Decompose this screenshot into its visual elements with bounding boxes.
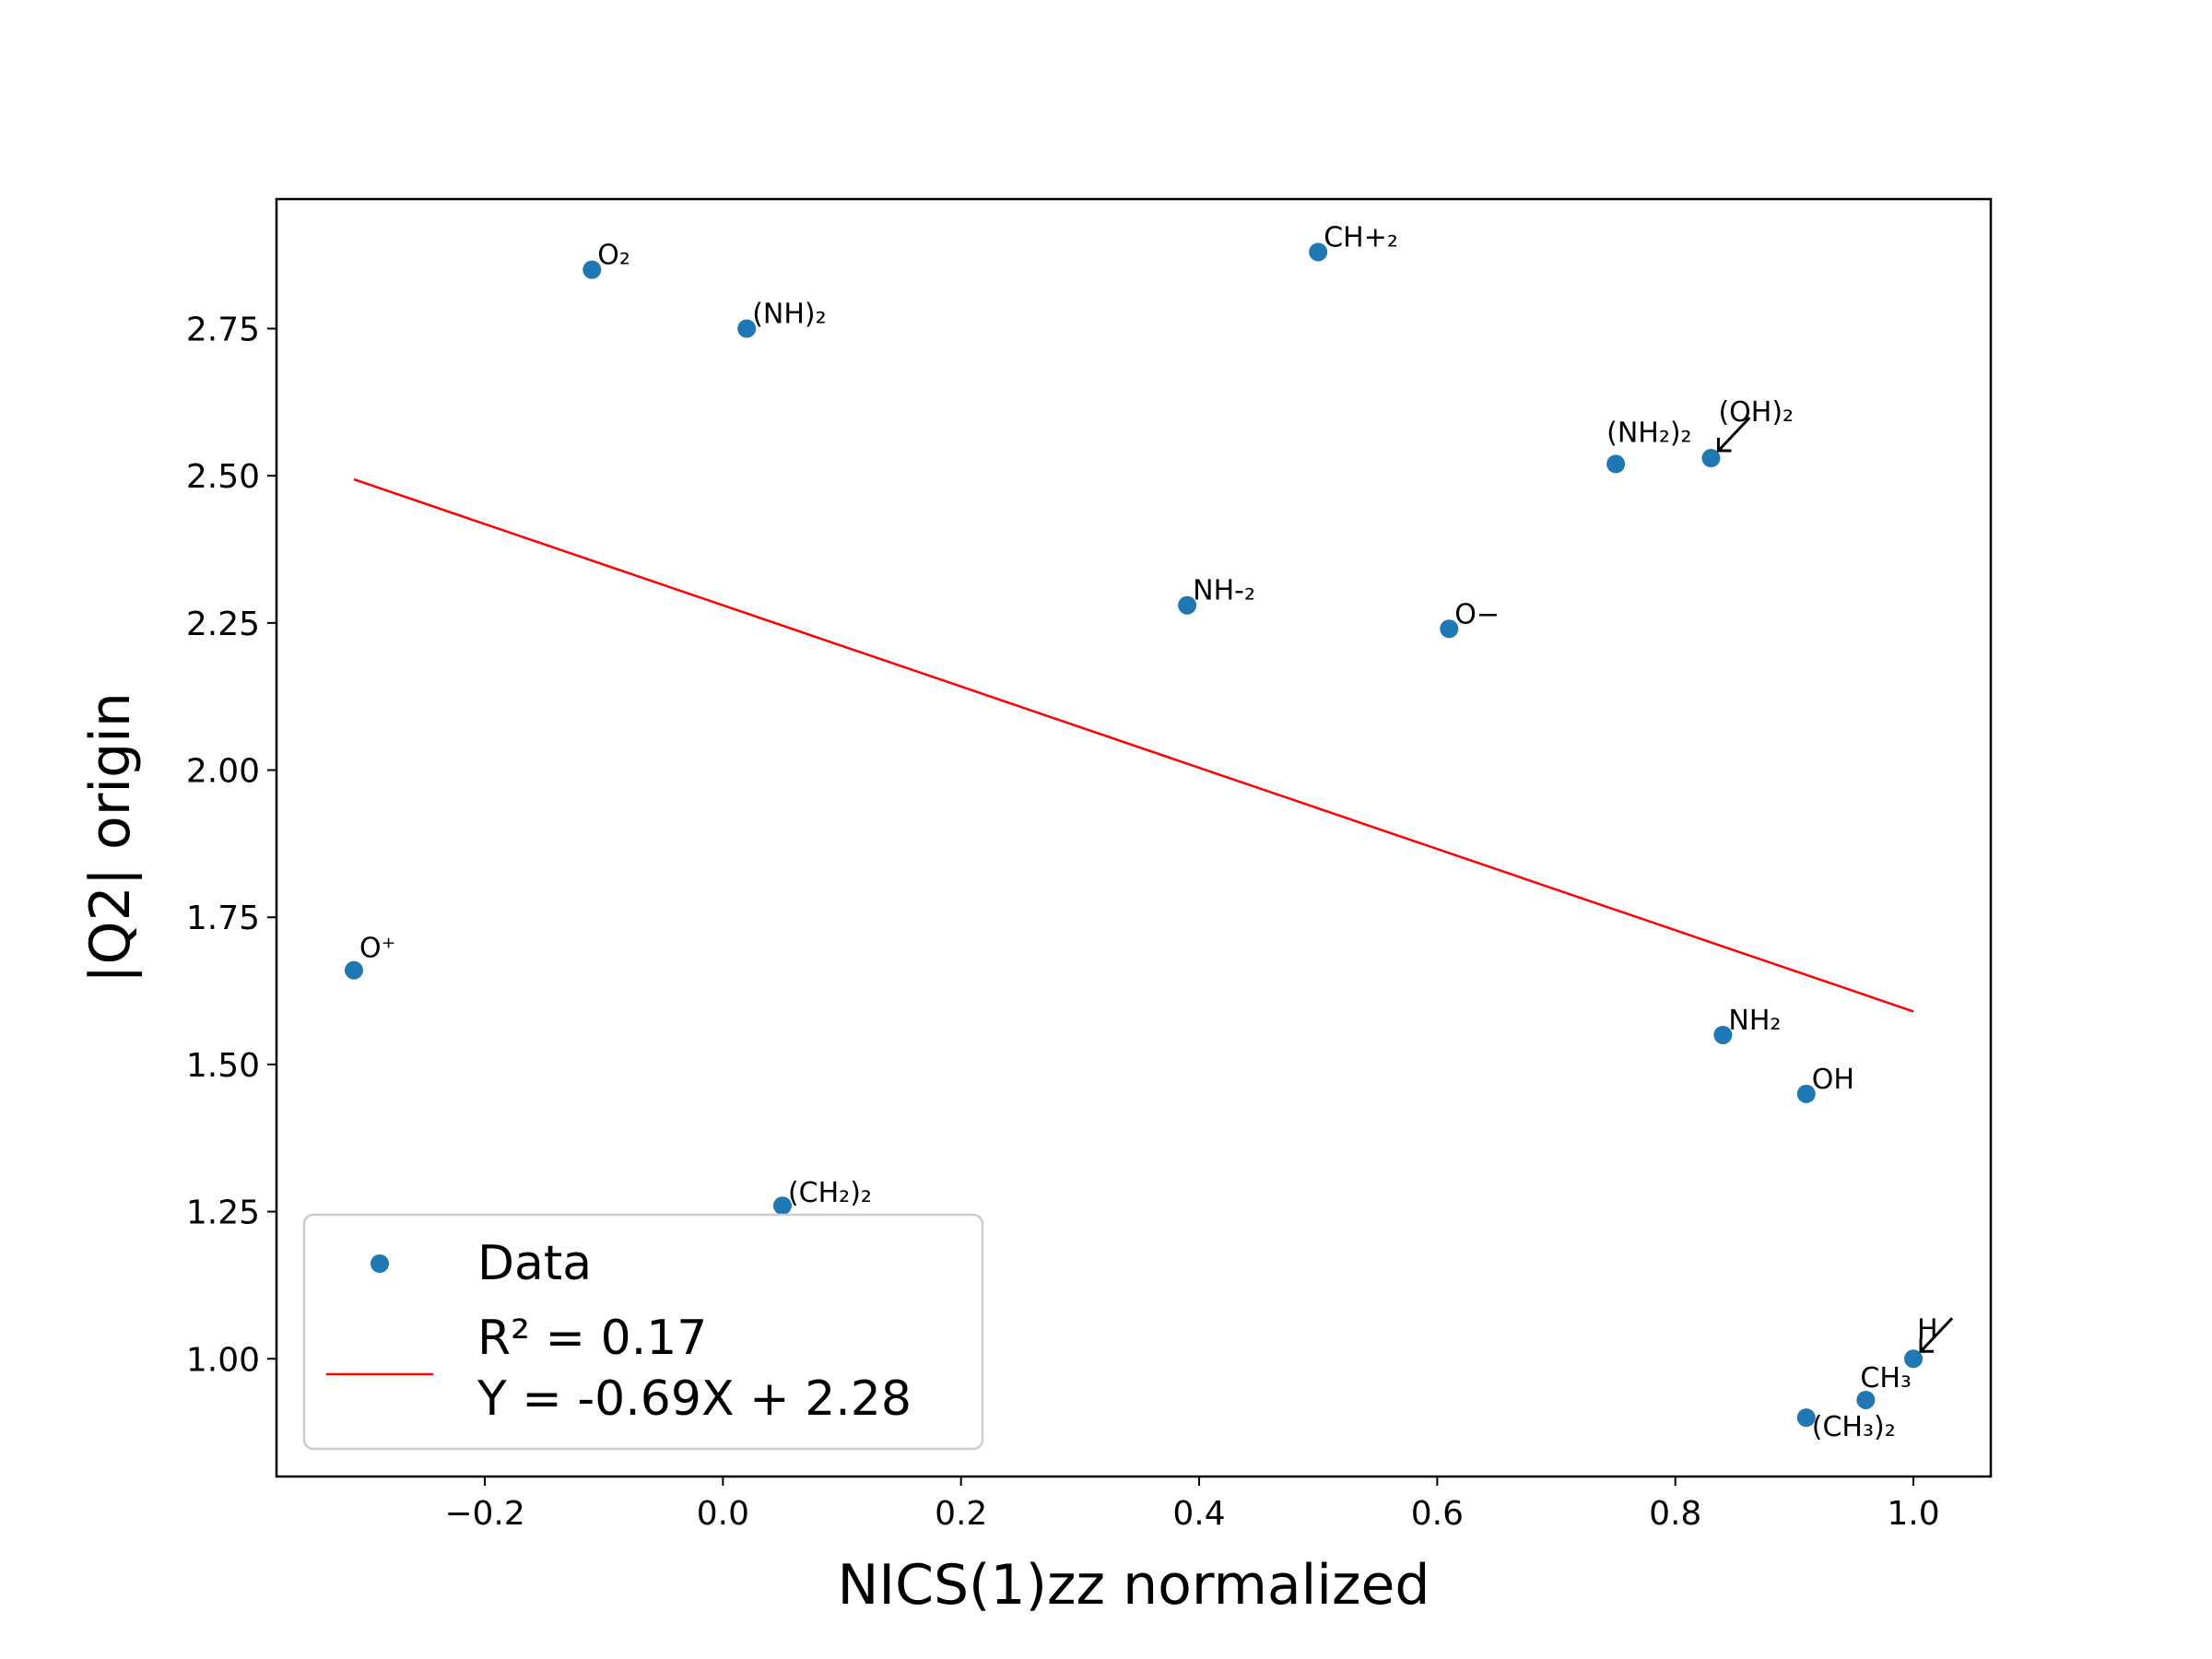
legend-data-label: Data — [477, 1236, 592, 1291]
point-label: CH₃ — [1860, 1362, 1912, 1394]
data-point — [737, 319, 757, 338]
x-tick-label: 0.4 — [1172, 1495, 1225, 1533]
data-point — [1856, 1390, 1876, 1409]
point-label: O⁺ — [359, 933, 395, 965]
data-point — [1309, 242, 1328, 262]
data-point — [1796, 1084, 1816, 1103]
data-point — [1713, 1025, 1733, 1044]
data-point — [582, 260, 602, 279]
y-tick-label: 2.75 — [186, 312, 260, 349]
x-axis-ticks: −0.2 0.0 0.2 0.4 0.6 0.8 1.0 — [444, 1477, 1940, 1533]
y-axis-title: |Q2| origin — [78, 692, 143, 983]
legend-fit-equation: Y = -0.69X + 2.28 — [477, 1371, 912, 1427]
y-tick-label: 2.50 — [186, 458, 260, 496]
x-tick-label: 1.0 — [1887, 1495, 1939, 1533]
point-label: (CH₂)₂ — [788, 1177, 872, 1209]
data-point — [772, 1196, 792, 1216]
y-tick-label: 1.00 — [186, 1341, 260, 1379]
y-tick-label: 2.00 — [186, 753, 260, 791]
point-label: O− — [1454, 598, 1500, 630]
y-tick-label: 1.50 — [186, 1047, 260, 1085]
y-tick-label: 1.25 — [186, 1194, 260, 1232]
legend-box — [302, 1213, 984, 1451]
x-tick-label: 0.6 — [1411, 1495, 1464, 1533]
data-points-layer — [344, 242, 1924, 1428]
point-label: (CH₃)₂ — [1812, 1411, 1896, 1443]
legend: Data R² = 0.17 Y = -0.69X + 2.28 — [302, 1213, 984, 1451]
annotation-arrow — [1717, 417, 1751, 453]
legend-data-marker — [371, 1254, 389, 1273]
x-tick-label: 0.8 — [1649, 1495, 1701, 1533]
annotation-arrowhead — [1919, 1338, 1935, 1353]
fit-line-layer — [353, 477, 1914, 1013]
data-point — [1440, 619, 1459, 639]
x-tick-label: 0.0 — [697, 1495, 749, 1533]
y-tick-label: 1.75 — [186, 900, 260, 937]
point-label: (NH)₂ — [752, 299, 826, 331]
y-tick-label: 2.25 — [186, 606, 260, 643]
data-point — [1178, 595, 1197, 615]
fit-line — [353, 477, 1914, 1013]
data-point — [1701, 449, 1721, 468]
annotation-arrowhead — [1716, 438, 1732, 453]
point-label: (OH)₂ — [1718, 396, 1794, 429]
plot-area-frame — [275, 197, 1993, 1478]
point-label: OH — [1812, 1064, 1854, 1096]
data-point — [1796, 1408, 1816, 1428]
x-tick-label: 0.2 — [935, 1495, 987, 1533]
annotation-arrow — [1919, 1317, 1954, 1353]
point-labels-layer: O₂ (NH)₂ CH+₂ (NH₂)₂ (OH)₂ NH-₂ O− O⁺ NH₂ OH (CH₂)… — [359, 221, 1954, 1443]
x-axis-title: NICS(1)zz normalized — [837, 1553, 1430, 1618]
y-axis-ticks: 1.00 1.25 1.50 1.75 2.00 2.25 2.50 2.75 — [186, 312, 276, 1379]
x-tick-label: −0.2 — [444, 1495, 524, 1533]
data-point — [344, 960, 363, 980]
point-label: NH₂ — [1728, 1005, 1781, 1037]
data-point — [1904, 1349, 1924, 1369]
point-label: (NH₂)₂ — [1606, 417, 1691, 449]
point-label: O₂ — [597, 240, 630, 272]
point-label: CH+₂ — [1324, 221, 1398, 253]
point-label: NH-₂ — [1193, 575, 1255, 607]
legend-fit-r2: R² = 0.17 — [477, 1311, 707, 1366]
data-point — [1606, 454, 1626, 474]
